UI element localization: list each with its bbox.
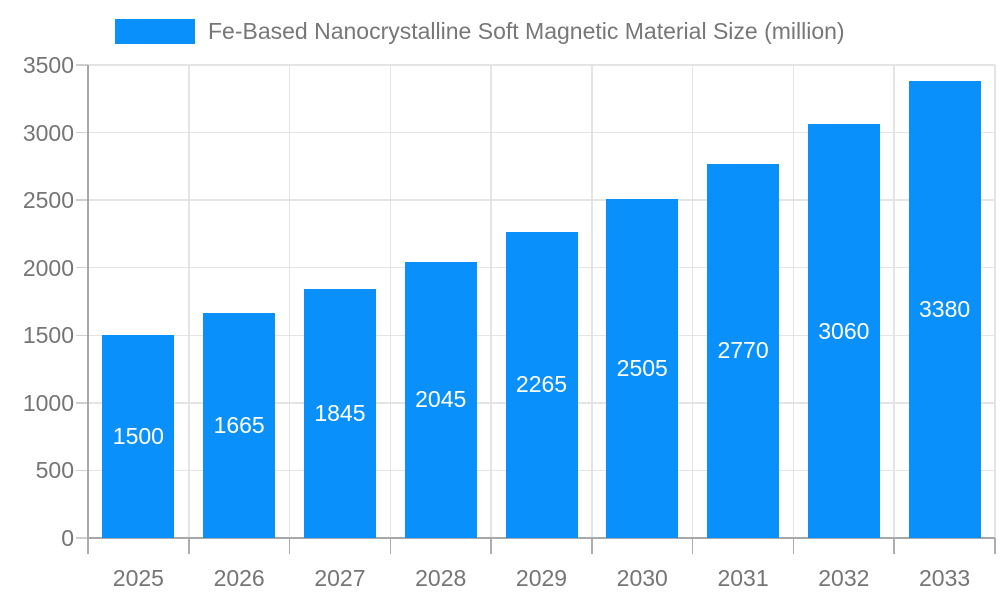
x-axis-tick [691, 538, 694, 554]
bar-value-label: 3060 [818, 317, 870, 344]
y-axis-tick-label: 2500 [22, 187, 74, 214]
bar-2029[interactable]: 2265 [505, 231, 578, 538]
bar-2030[interactable]: 2505 [606, 199, 679, 538]
y-axis-tick-label: 1000 [22, 389, 74, 416]
gridline-horizontal [88, 199, 995, 201]
y-axis-line [87, 65, 89, 538]
bar-value-label: 2045 [415, 386, 467, 413]
bar-value-label: 2505 [616, 355, 668, 382]
y-axis-tick-label: 0 [61, 525, 74, 551]
y-axis-tick [76, 64, 88, 66]
x-axis-line [87, 537, 995, 539]
gridline-vertical [792, 65, 795, 538]
y-axis-tick-label: 2000 [22, 254, 74, 281]
gridline-vertical [389, 65, 392, 538]
x-axis-tick [288, 538, 291, 554]
x-axis-tick-label: 2025 [112, 565, 164, 591]
y-axis-tick-label: 500 [35, 457, 74, 484]
gridline-vertical [893, 65, 895, 538]
x-axis-tick-label: 2031 [717, 565, 769, 591]
bar-value-label: 3380 [919, 296, 971, 323]
bar-2033[interactable]: 3380 [908, 81, 981, 538]
y-axis-tick-label: 3000 [22, 119, 74, 146]
y-axis-tick [76, 469, 88, 472]
gridline-vertical [188, 65, 190, 538]
x-axis-tick [490, 538, 492, 554]
x-axis-tick [591, 538, 593, 554]
gridline-vertical [691, 65, 694, 538]
x-axis-tick-label: 2028 [415, 565, 467, 591]
x-axis-tick-label: 2032 [818, 565, 870, 591]
gridline-horizontal [88, 64, 995, 66]
bar-value-label: 1665 [213, 411, 265, 438]
bar-2025[interactable]: 1500 [102, 335, 175, 538]
x-axis-tick-label: 2026 [213, 565, 265, 591]
bar-value-label: 1500 [112, 423, 164, 450]
x-axis-tick [792, 538, 795, 554]
gridline-vertical [288, 65, 291, 538]
legend-label: Fe-Based Nanocrystalline Soft Magnetic M… [208, 18, 845, 44]
bar-value-label: 2265 [515, 371, 568, 398]
y-axis-tick [76, 266, 88, 269]
x-axis-tick [893, 538, 895, 554]
bar-2032[interactable]: 3060 [807, 124, 880, 538]
bar-value-label: 2770 [717, 337, 769, 364]
gridline-horizontal [88, 131, 995, 134]
bar-2028[interactable]: 2045 [404, 261, 477, 538]
legend[interactable]: Fe-Based Nanocrystalline Soft Magnetic M… [115, 18, 845, 45]
bar-2026[interactable]: 1665 [203, 312, 276, 538]
x-axis-tick-label: 2030 [616, 565, 668, 591]
gridline-vertical [490, 65, 492, 538]
x-axis-tick-label: 2027 [314, 565, 366, 591]
y-axis-tick [76, 334, 88, 337]
y-axis-tick-label: 3500 [22, 52, 74, 78]
y-axis-tick [76, 131, 88, 134]
y-axis-tick [76, 402, 88, 404]
y-axis-tick [76, 537, 88, 539]
x-axis-tick-label: 2033 [919, 565, 971, 591]
bar-value-label: 1845 [314, 399, 366, 426]
x-axis-tick-label: 2029 [515, 565, 568, 591]
bar-2031[interactable]: 2770 [707, 163, 780, 538]
bar-2027[interactable]: 1845 [303, 288, 376, 538]
legend-swatch [115, 19, 195, 44]
gridline-vertical [591, 65, 593, 538]
x-axis-tick [188, 538, 190, 554]
x-axis-tick [994, 538, 996, 554]
y-axis-tick [76, 199, 88, 201]
x-axis-tick [87, 538, 89, 554]
y-axis-tick-label: 1500 [22, 322, 74, 349]
x-axis-tick [389, 538, 392, 554]
gridline-vertical [994, 65, 996, 538]
